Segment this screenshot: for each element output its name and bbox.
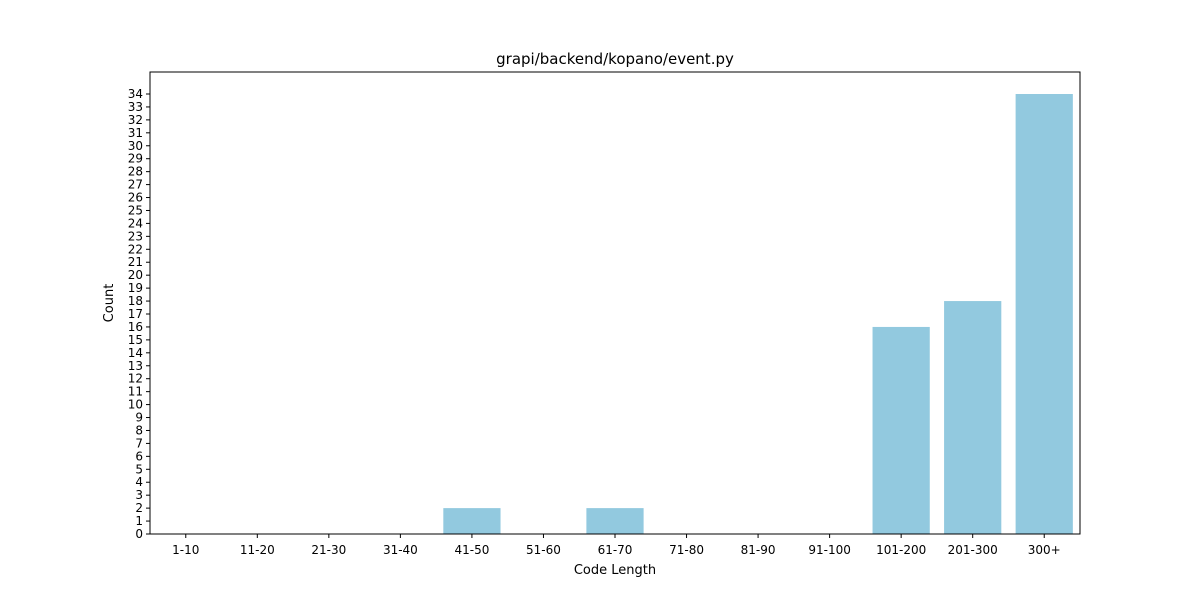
x-tick-label: 31-40 [383,543,418,557]
y-tick-label: 19 [128,281,143,295]
y-tick-label: 33 [128,100,143,114]
y-tick-label: 14 [128,346,143,360]
y-tick-label: 25 [128,203,143,217]
bar-41-50 [443,508,501,534]
bar-201-300 [944,301,1002,534]
y-tick-label: 15 [128,333,143,347]
y-tick-label: 26 [128,191,143,205]
y-tick-label: 16 [128,320,143,334]
bar-61-70 [586,508,644,534]
bar-101-200 [872,326,930,534]
bar-300+ [1015,94,1073,534]
y-tick-label: 28 [128,165,143,179]
plot-frame [149,71,1081,535]
x-tick-label: 81-90 [741,543,776,557]
y-tick-label: 8 [135,423,143,437]
y-tick-label: 24 [128,216,143,230]
x-axis-label: Code Length [574,563,656,578]
chart-title: grapi/backend/kopano/event.py [496,50,734,68]
y-tick-label: 13 [128,359,143,373]
y-tick-label: 5 [135,462,143,476]
y-tick-label: 3 [135,488,143,502]
y-tick-label: 22 [128,242,143,256]
y-tick-label: 27 [128,178,143,192]
y-tick-label: 23 [128,229,143,243]
y-tick-label: 31 [128,126,143,140]
bars-group [443,94,1073,534]
y-tick-label: 30 [128,139,143,153]
y-tick-label: 10 [128,398,143,412]
y-tick-label: 0 [135,527,143,541]
x-tick-label: 91-100 [808,543,851,557]
x-tick-label: 300+ [1028,543,1061,557]
y-tick-label: 34 [128,87,143,101]
x-tick-label: 21-30 [311,543,346,557]
y-tick-label: 21 [128,255,143,269]
x-axis-ticks: 1-10 11-20 21-30 31-40 41-50 51-60 61-70 71-80 8… [172,534,1061,557]
y-tick-label: 11 [128,385,143,399]
y-axis-ticks: 0123456789101112131415161718192021222324… [128,87,150,541]
y-tick-label: 32 [128,113,143,127]
x-tick-label: 201-300 [948,543,998,557]
y-tick-label: 12 [128,372,143,386]
y-tick-label: 9 [135,411,143,425]
x-tick-label: 71-80 [669,543,704,557]
x-tick-label: 11-20 [240,543,275,557]
y-tick-label: 17 [128,307,143,321]
y-tick-label: 7 [135,436,143,450]
y-tick-label: 1 [135,514,143,528]
y-tick-label: 18 [128,294,143,308]
y-tick-label: 20 [128,268,143,282]
y-tick-label: 2 [135,501,143,515]
x-tick-label: 1-10 [172,543,199,557]
y-tick-label: 6 [135,449,143,463]
x-tick-label: 61-70 [598,543,633,557]
y-tick-label: 4 [135,475,143,489]
y-tick-label: 29 [128,152,143,166]
y-axis-label: Count [102,284,117,323]
x-tick-label: 51-60 [526,543,561,557]
x-tick-label: 101-200 [876,543,926,557]
x-tick-label: 41-50 [454,543,489,557]
